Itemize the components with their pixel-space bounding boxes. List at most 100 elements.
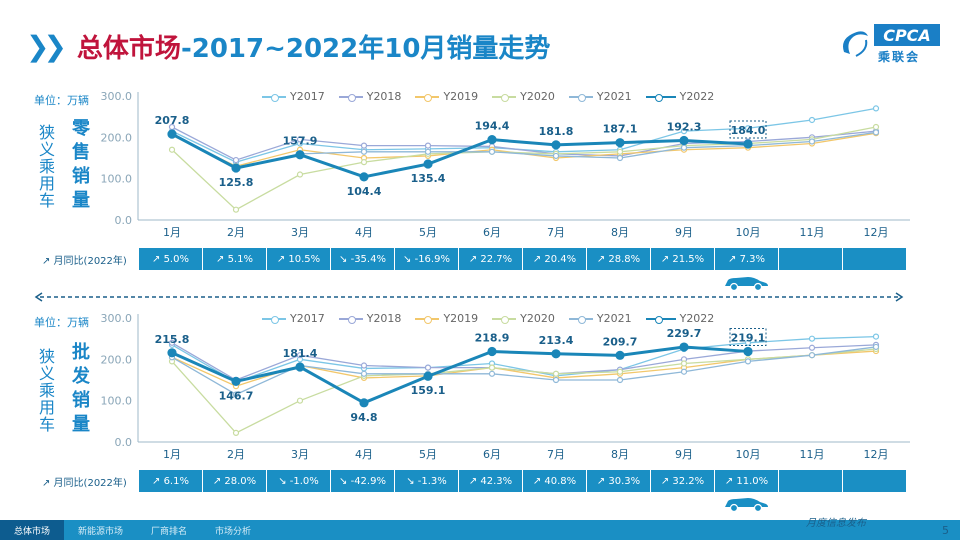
yoy-cell: ↗ 21.5%: [650, 248, 714, 270]
yoy-label: ↗ 月同比(2022年): [30, 248, 138, 270]
yoy-cell: ↗ 7.3%: [714, 248, 778, 270]
point-y2021: [360, 148, 368, 155]
point-y2020: [296, 171, 304, 178]
data-label: 159.1: [411, 384, 446, 397]
footer-tab-ranking[interactable]: 厂商排名: [151, 526, 188, 537]
yoy-cell: ↗ 28.0%: [202, 470, 266, 492]
data-label: 207.8: [155, 114, 190, 127]
point-y2020: [488, 364, 496, 371]
cpca-logo-mark-icon: [843, 31, 868, 57]
point-y2018: [232, 156, 240, 164]
series-line-y2020: [171, 126, 877, 211]
x-tick-label: 2月: [227, 448, 245, 461]
point-y2021: [680, 368, 688, 375]
x-tick-label: 12月: [864, 448, 889, 461]
point-y2020: [168, 146, 176, 153]
data-label: 181.8: [539, 125, 574, 138]
data-label: 209.7: [603, 335, 638, 348]
title-rest: -2017~2022年10月销量走势: [180, 33, 551, 64]
point-y2021: [424, 148, 432, 155]
series-line-y2018: [171, 342, 877, 381]
legend-item: Y2018: [338, 312, 402, 325]
y-tick-label: 0.0: [115, 214, 133, 227]
data-label: 157.9: [283, 135, 318, 148]
point-y2021: [488, 148, 496, 155]
point-y2021: [808, 138, 816, 145]
x-tick-label: 5月: [419, 226, 437, 239]
x-tick-label: 6月: [483, 448, 501, 461]
highlight-box: [729, 327, 767, 346]
logo-text: CPCA: [874, 24, 940, 46]
yoy-cell: ↗ 5.1%: [202, 248, 266, 270]
point-y2021: [680, 144, 688, 151]
ylabel-main-retail: 零售销量: [69, 118, 90, 214]
point-y2020: [552, 370, 560, 377]
x-tick-label: 5月: [419, 448, 437, 461]
point-y2021: [552, 152, 560, 160]
yoy-label: ↗ 月同比(2022年): [30, 470, 138, 492]
x-tick-label: 1月: [163, 226, 181, 239]
footer-publish: 月度信息发布: [806, 518, 866, 529]
data-label: 218.9: [475, 332, 510, 345]
point-y2021: [872, 129, 880, 136]
section-divider: [34, 292, 904, 302]
yoy-cell: ↗ 30.3%: [586, 470, 650, 492]
point-y2021: [552, 376, 560, 384]
x-tick-label: 6月: [483, 226, 501, 239]
point-y2022: [551, 349, 561, 359]
car-icon: [722, 494, 770, 513]
point-y2021: [232, 391, 240, 398]
data-label: 184.0: [731, 124, 766, 137]
page-number: 5: [942, 524, 949, 537]
yoy-cell: ↘ -42.9%: [330, 470, 394, 492]
footer-tab-overall[interactable]: 总体市场: [0, 520, 65, 540]
point-y2018: [424, 364, 432, 371]
legend: Y2017 Y2018 Y2019 Y2020 Y2021 Y2022: [262, 312, 728, 325]
point-y2018: [424, 142, 432, 149]
series-line-y2020: [171, 348, 877, 434]
point-y2022: [231, 376, 241, 386]
point-y2022: [615, 350, 625, 360]
x-tick-label: 9月: [675, 226, 693, 239]
legend-item: Y2020: [492, 90, 555, 103]
legend-item: Y2021: [568, 312, 632, 325]
point-y2017: [744, 125, 752, 132]
x-tick-label: 3月: [291, 448, 309, 461]
data-label: 192.3: [667, 121, 702, 134]
footer-bar: 总体市场 新能源市场 厂商排名 市场分析: [0, 520, 960, 540]
point-y2020: [680, 360, 688, 367]
point-y2020: [232, 429, 240, 437]
yoy-cell: ↗ 40.8%: [522, 470, 586, 492]
yoy-cell: ↗ 5.0%: [138, 248, 202, 270]
footer-tab-analysis[interactable]: 市场分析: [215, 526, 252, 537]
x-tick-label: 10月: [736, 448, 761, 461]
series-line-y2022: [171, 345, 749, 405]
cpca-logo: CPCA 乘联会: [834, 24, 940, 64]
legend-swatch: [338, 93, 363, 102]
point-y2022: [295, 362, 305, 372]
data-label: 135.4: [411, 172, 446, 185]
wholesale-chart: 0.0 100.0 200.0 300.0 1月 2月 3月 4月 5月 6月 7月 8月 9月 10月 1…: [101, 312, 910, 461]
legend-swatch: [492, 93, 517, 102]
legend-item: Y2019: [415, 312, 478, 325]
legend-swatch: [262, 93, 286, 102]
footer-tab-nev[interactable]: 新能源市场: [78, 526, 124, 537]
series-line-y2022: [171, 132, 749, 179]
yoy-cell: ↗ 10.5%: [266, 248, 330, 270]
data-label: 104.4: [347, 185, 382, 198]
legend-swatch: [338, 315, 363, 324]
wholesale-yoy-row: ↗ 月同比(2022年) ↗ 6.1% ↗ 28.0% ↘ -1.0% ↘ -42.9%…: [30, 470, 908, 492]
x-tick-label: 3月: [291, 226, 309, 239]
y-tick-label: 100.0: [101, 173, 133, 186]
data-label: 219.1: [731, 331, 766, 344]
legend-item: Y2021: [568, 90, 632, 103]
legend-label: Y2018: [366, 312, 402, 325]
series-line-y2018: [171, 126, 877, 161]
point-y2021: [616, 376, 624, 384]
y-tick-label: 200.0: [101, 131, 133, 144]
legend-label: Y2019: [443, 90, 479, 103]
title-main: 总体市场: [76, 33, 181, 64]
yoy-cell: [778, 248, 842, 270]
legend-item: Y2019: [415, 90, 478, 103]
point-y2022: [487, 346, 497, 357]
